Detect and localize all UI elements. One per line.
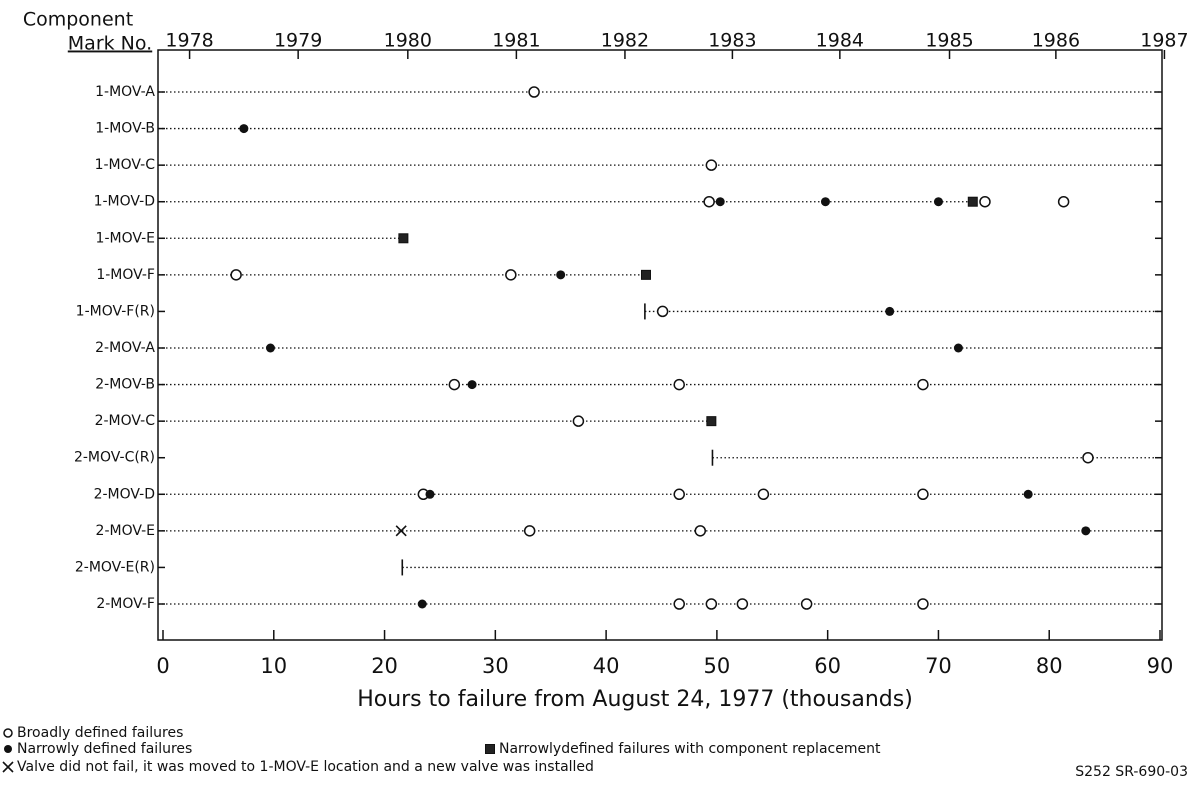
x-tick-label: 50 [704, 654, 731, 678]
x-tick-label: 70 [925, 654, 952, 678]
x2-tick-label: 1980 [384, 30, 432, 52]
y-tick-label: 2-MOV-E [96, 523, 155, 539]
x2-tick-label: 1987 [1140, 30, 1188, 52]
legend-label: Narrowlydefined failures with component … [499, 741, 881, 757]
y-tick-label: 2-MOV-D [94, 486, 155, 502]
legend-label: Narrowly defined failures [17, 741, 192, 757]
x-tick-label: 20 [371, 654, 398, 678]
broad-failure [448, 378, 461, 391]
note: S252 SR-690-03 [1075, 764, 1188, 780]
y-axis-label: Mark No. [68, 33, 152, 55]
narrow-failure [933, 197, 943, 207]
narrow-failure [265, 343, 275, 353]
moved-valve [395, 525, 407, 537]
x2-tick-label: 1985 [925, 30, 973, 52]
x-tick-label: 80 [1036, 654, 1063, 678]
narrow-failure [425, 489, 435, 499]
narrow-failure [556, 270, 566, 280]
legend-label: Valve did not fail, it was moved to 1-MO… [17, 759, 594, 775]
broad-failure [800, 598, 813, 610]
broad-failure [230, 269, 242, 281]
y-tick-label: 2-MOV-A [95, 340, 155, 356]
x2-tick-label: 1982 [601, 30, 649, 52]
x2-tick-label: 1979 [274, 30, 322, 52]
x2-tick-label: 1981 [492, 30, 540, 52]
broad-failure [705, 159, 718, 171]
y-tick-label: 2-MOV-C [95, 413, 156, 429]
y-tick-label: 1-MOV-A [95, 84, 155, 100]
legend-label: Broadly defined failures [17, 725, 183, 741]
x2-tick-label: 1983 [708, 30, 756, 52]
broad-failure [523, 525, 536, 537]
replacement-failure [640, 269, 651, 280]
narrow-failure [820, 197, 830, 207]
broad-failure [694, 525, 707, 537]
y-tick-label: 1-MOV-E [96, 230, 155, 246]
broad-failure [572, 415, 585, 427]
narrow-failure [239, 124, 249, 134]
legend-marker [485, 744, 495, 754]
broad-failure [528, 86, 540, 98]
x2-tick-label: 1986 [1032, 30, 1080, 52]
x-tick-label: 60 [814, 654, 841, 678]
broad-failure [505, 269, 517, 281]
narrow-failure [417, 599, 427, 609]
broad-failure [705, 598, 718, 610]
legend-marker [4, 745, 12, 753]
y-tick-label: 2-MOV-B [95, 377, 155, 393]
x-tick-label: 30 [482, 654, 509, 678]
broad-failure [917, 598, 929, 610]
broad-failure [656, 305, 669, 318]
legend-marker [3, 728, 13, 738]
broad-failure [1082, 451, 1094, 464]
y-tick-label: 2-MOV-E(R) [75, 559, 155, 575]
narrow-failure [885, 306, 895, 316]
broad-failure [917, 378, 929, 391]
y-tick-label: 1-MOV-F [96, 267, 155, 283]
broad-failure [917, 488, 929, 501]
x-tick-label: 40 [593, 654, 620, 678]
x-axis-label: Hours to failure from August 24, 1977 (t… [357, 687, 913, 712]
broad-failure [979, 195, 991, 208]
broad-failure [757, 488, 770, 501]
broad-failure [1057, 195, 1070, 208]
narrow-failure [953, 343, 963, 353]
broad-failure [703, 195, 715, 208]
broad-failure [736, 598, 749, 610]
y-axis-label: Component [23, 9, 133, 31]
narrow-failure [467, 380, 477, 390]
narrow-failure [715, 197, 725, 207]
narrow-failure [1023, 489, 1033, 499]
replacement-failure [967, 196, 978, 207]
broad-failure [673, 488, 685, 501]
y-tick-label: 1-MOV-D [94, 194, 155, 210]
x-tick-label: 90 [1147, 654, 1174, 678]
y-tick-label: 1-MOV-C [95, 157, 156, 173]
legend-marker [2, 761, 14, 773]
broad-failure [673, 598, 685, 610]
x2-tick-label: 1978 [165, 30, 213, 52]
y-tick-label: 1-MOV-B [95, 121, 155, 137]
replacement-failure [706, 416, 717, 427]
x-tick-label: 0 [156, 654, 169, 678]
y-tick-label: 2-MOV-C(R) [74, 450, 155, 466]
y-tick-label: 2-MOV-F [96, 596, 155, 612]
replacement-failure [398, 233, 409, 244]
x2-tick-label: 1984 [816, 30, 864, 52]
plot-frame [157, 49, 1163, 641]
x-tick-label: 10 [260, 654, 287, 678]
y-tick-label: 1-MOV-F(R) [76, 303, 155, 319]
broad-failure [673, 378, 685, 391]
narrow-failure [1081, 526, 1091, 536]
